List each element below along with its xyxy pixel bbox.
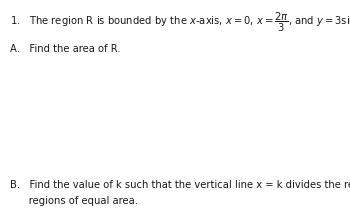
Text: 1.   The region R is bounded by the $x$-axis, $x = 0$, $x = \dfrac{2\pi}{3}$, an: 1. The region R is bounded by the $x$-ax…	[10, 11, 350, 34]
Text: B.   Find the value of k such that the vertical line x = k divides the region R : B. Find the value of k such that the ver…	[10, 180, 350, 190]
Text: A.   Find the area of R.: A. Find the area of R.	[10, 44, 121, 54]
Text: regions of equal area.: regions of equal area.	[10, 196, 139, 206]
